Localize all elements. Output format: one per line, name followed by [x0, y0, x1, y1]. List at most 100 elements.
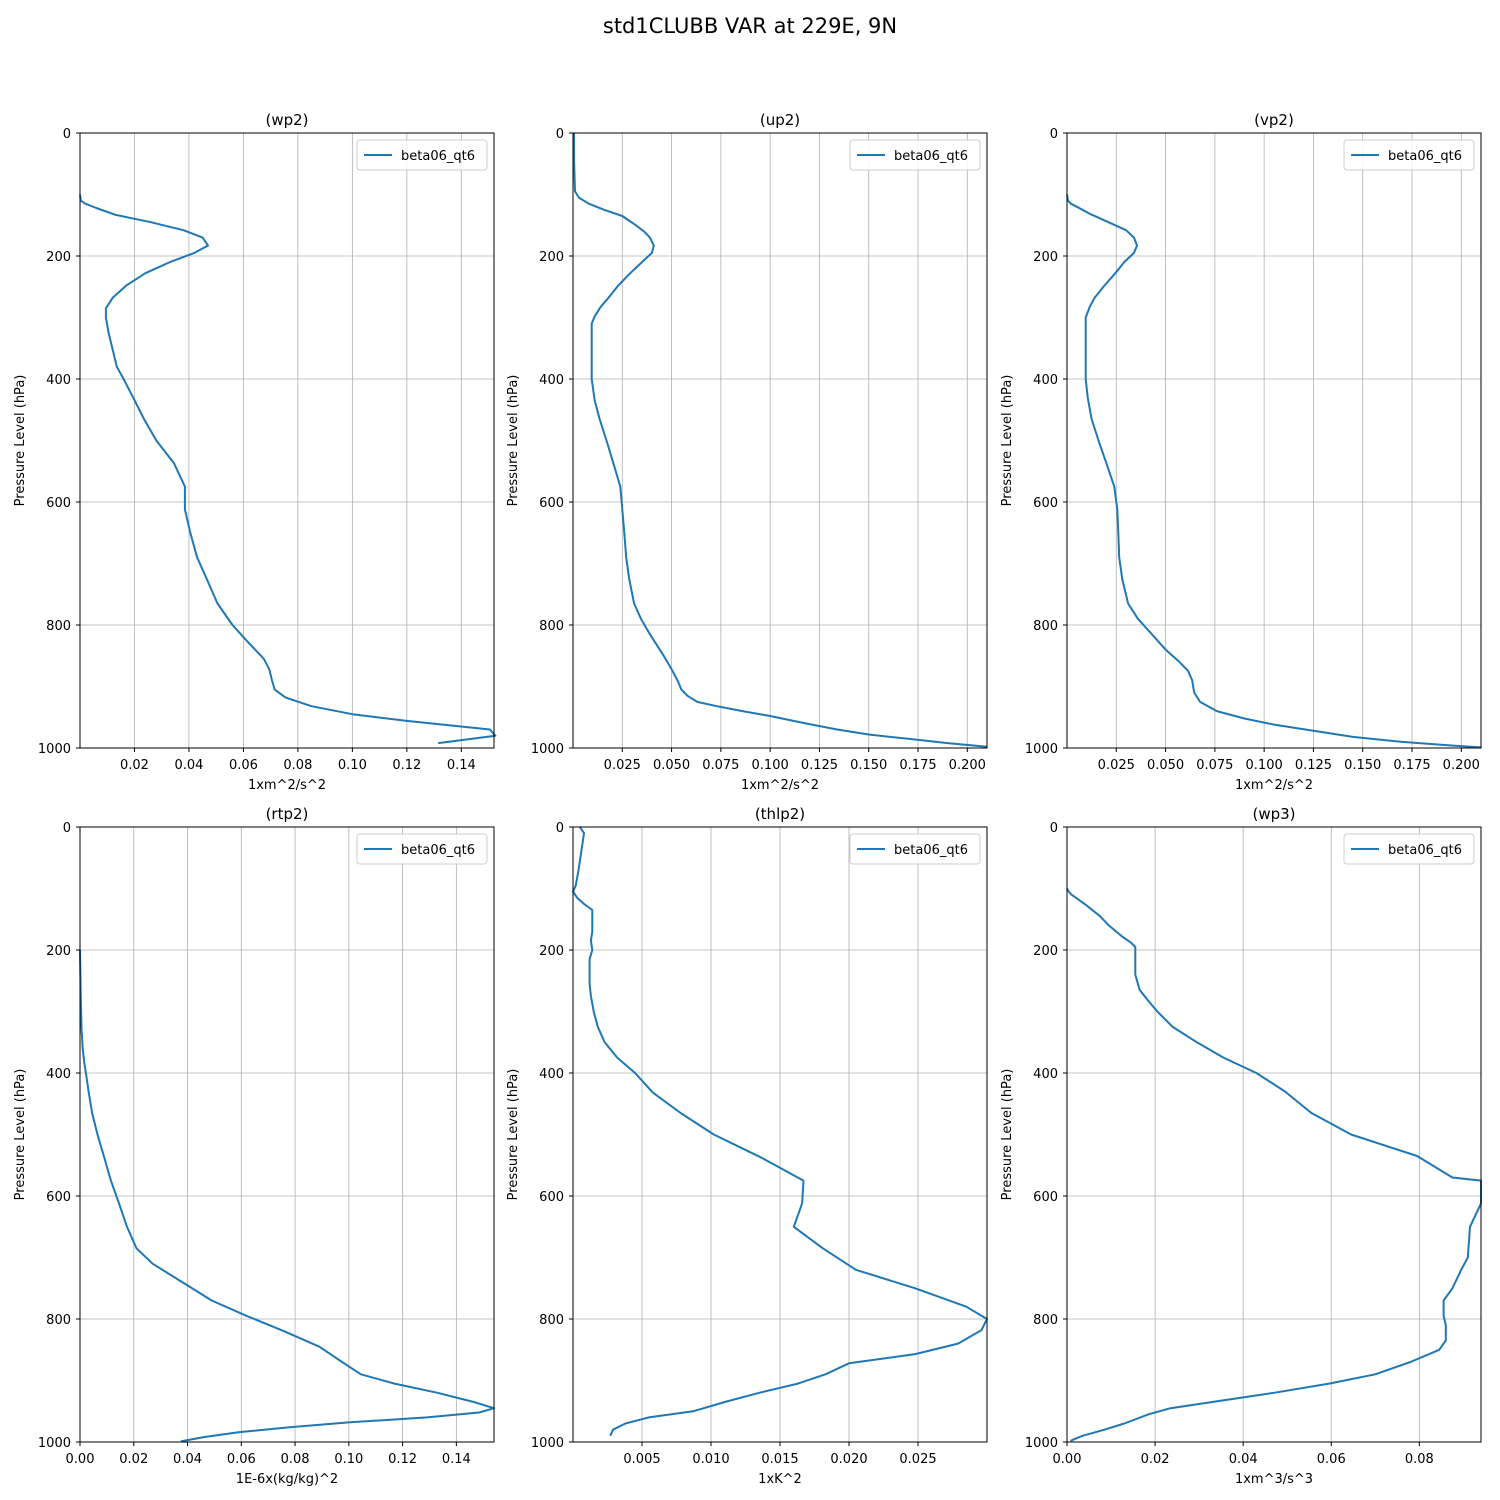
y-tick-label: 1000	[38, 1436, 71, 1451]
x-tick-label: 0.020	[830, 1452, 867, 1467]
y-tick-label: 0	[556, 127, 564, 142]
x-tick-label: 0.150	[1344, 758, 1381, 773]
x-tick-label: 0.14	[442, 1452, 471, 1467]
x-axis-label: 1E-6x(kg/kg)^2	[236, 1472, 338, 1487]
y-tick-label: 600	[1033, 496, 1058, 511]
legend-box	[1343, 833, 1475, 865]
y-tick-label: 400	[539, 373, 564, 388]
axes-frame	[1066, 826, 1482, 1443]
x-tick-label: 0.06	[1317, 1452, 1346, 1467]
legend: beta06_qt6	[849, 833, 981, 865]
x-tick-label: 0.00	[66, 1452, 95, 1467]
x-tick-label: 0.025	[1098, 758, 1135, 773]
x-tick-label: 0.175	[899, 758, 936, 773]
y-axis-label: Pressure Level (hPa)	[506, 375, 521, 507]
x-tick-label: 0.12	[388, 1452, 417, 1467]
x-tick-label: 0.08	[1405, 1452, 1434, 1467]
x-tick-label: 0.02	[119, 1452, 148, 1467]
x-tick-label: 0.100	[1246, 758, 1283, 773]
y-tick-label: 0	[63, 821, 71, 836]
y-tick-label: 1000	[531, 1436, 564, 1451]
subplot-title: (up2)	[760, 111, 800, 129]
subplot-1: 0.02 0.04 0.06 0.08 0.10 0.12 0.14 0 200 400 600 80…	[13, 111, 497, 793]
x-tick-label: 0.02	[120, 758, 149, 773]
subplot-title: (thlp2)	[755, 805, 805, 823]
y-tick-label: 600	[46, 1190, 71, 1205]
y-tick-label: 0	[556, 821, 564, 836]
series-line-beta06_qt6	[1066, 194, 1482, 749]
legend: beta06_qt6	[1343, 139, 1475, 171]
y-tick-label: 600	[1033, 1190, 1058, 1205]
x-tick-label: 0.06	[229, 758, 258, 773]
x-tick-label: 0.050	[653, 758, 690, 773]
x-tick-label: 0.14	[447, 758, 476, 773]
y-axis-label: Pressure Level (hPa)	[1000, 375, 1015, 507]
x-axis-label: 1xm^2/s^2	[741, 778, 819, 793]
series-line-beta06_qt6	[573, 133, 988, 748]
subplot-6: 0.00 0.02 0.04 0.06 0.08 0 200 400 600 800 1000 (wp…	[1000, 805, 1482, 1487]
legend-box	[356, 833, 488, 865]
x-tick-label: 0.010	[692, 1452, 729, 1467]
legend-box	[849, 833, 981, 865]
subplot-title: (vp2)	[1254, 111, 1294, 129]
legend-label: beta06_qt6	[894, 843, 968, 858]
axes-frame	[79, 826, 495, 1443]
y-tick-label: 1000	[1025, 1436, 1058, 1451]
subplot-title: (wp3)	[1252, 805, 1295, 823]
x-tick-label: 0.015	[761, 1452, 798, 1467]
x-tick-label: 0.125	[801, 758, 838, 773]
x-tick-label: 0.04	[174, 758, 203, 773]
legend-label: beta06_qt6	[401, 843, 475, 858]
x-tick-label: 0.08	[281, 1452, 310, 1467]
subplot-title: (rtp2)	[266, 805, 309, 823]
y-tick-label: 600	[539, 496, 564, 511]
x-tick-label: 0.08	[283, 758, 312, 773]
x-tick-label: 0.04	[173, 1452, 202, 1467]
y-tick-label: 200	[539, 250, 564, 265]
y-tick-label: 800	[46, 619, 71, 634]
y-tick-label: 800	[1033, 619, 1058, 634]
y-tick-label: 400	[1033, 1067, 1058, 1082]
legend-box	[356, 139, 488, 171]
legend-label: beta06_qt6	[1388, 843, 1462, 858]
series-line-beta06_qt6	[79, 194, 497, 745]
y-tick-label: 200	[539, 944, 564, 959]
x-axis-label: 1xm^2/s^2	[1235, 778, 1313, 793]
x-tick-label: 0.02	[1141, 1452, 1170, 1467]
subplot-title: (wp2)	[265, 111, 308, 129]
y-tick-label: 200	[46, 944, 71, 959]
x-axis-label: 1xK^2	[758, 1472, 802, 1487]
y-tick-label: 0	[1050, 821, 1058, 836]
x-tick-label: 0.025	[604, 758, 641, 773]
y-tick-label: 800	[1033, 1313, 1058, 1328]
legend-label: beta06_qt6	[894, 149, 968, 164]
y-tick-label: 600	[539, 1190, 564, 1205]
legend-box	[1343, 139, 1475, 171]
x-tick-label: 0.100	[752, 758, 789, 773]
legend: beta06_qt6	[356, 139, 488, 171]
legend-label: beta06_qt6	[1388, 149, 1462, 164]
y-tick-label: 0	[1050, 127, 1058, 142]
x-tick-label: 0.200	[1443, 758, 1480, 773]
x-tick-label: 0.175	[1393, 758, 1430, 773]
x-tick-label: 0.025	[899, 1452, 936, 1467]
legend-box	[849, 139, 981, 171]
axes-frame	[1066, 132, 1482, 749]
x-tick-label: 0.150	[850, 758, 887, 773]
y-tick-label: 0	[63, 127, 71, 142]
y-tick-label: 400	[539, 1067, 564, 1082]
y-tick-label: 1000	[1025, 742, 1058, 757]
legend: beta06_qt6	[849, 139, 981, 171]
subplot-3: 0.025 0.050 0.075 0.100 0.125 0.150 0.175 0.200…	[1000, 111, 1482, 793]
x-tick-label: 0.005	[623, 1452, 660, 1467]
legend: beta06_qt6	[1343, 833, 1475, 865]
series-line-beta06_qt6	[1066, 887, 1482, 1442]
subplot-4: 0.00 0.02 0.04 0.06 0.08 0.10 0.12 0.14 0 200 400 6…	[13, 805, 495, 1487]
legend: beta06_qt6	[356, 833, 488, 865]
x-tick-label: 0.050	[1147, 758, 1184, 773]
x-tick-label: 0.10	[334, 1452, 363, 1467]
y-tick-label: 400	[46, 1067, 71, 1082]
x-tick-label: 0.12	[392, 758, 421, 773]
x-axis-label: 1xm^2/s^2	[248, 778, 326, 793]
x-tick-label: 0.00	[1053, 1452, 1082, 1467]
